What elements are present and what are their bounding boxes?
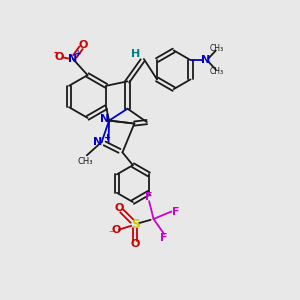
Text: S: S — [130, 218, 140, 231]
Text: H: H — [131, 49, 140, 59]
Text: CH₃: CH₃ — [78, 157, 93, 166]
Text: N: N — [201, 55, 210, 65]
Text: N: N — [100, 114, 109, 124]
Text: N: N — [94, 137, 103, 147]
Text: F: F — [146, 192, 153, 202]
Text: O: O — [111, 225, 121, 235]
Text: O: O — [78, 40, 88, 50]
Text: N: N — [68, 54, 77, 64]
Text: ⁻: ⁻ — [108, 230, 113, 240]
Text: O: O — [55, 52, 64, 62]
Text: O: O — [130, 238, 140, 249]
Text: CH₃: CH₃ — [209, 44, 224, 53]
Text: CH₃: CH₃ — [209, 67, 224, 76]
Text: +: + — [103, 133, 110, 142]
Text: -: - — [53, 48, 57, 58]
Text: +: + — [74, 50, 81, 58]
Text: F: F — [172, 206, 179, 217]
Text: F: F — [160, 233, 168, 243]
Text: O: O — [114, 203, 124, 213]
